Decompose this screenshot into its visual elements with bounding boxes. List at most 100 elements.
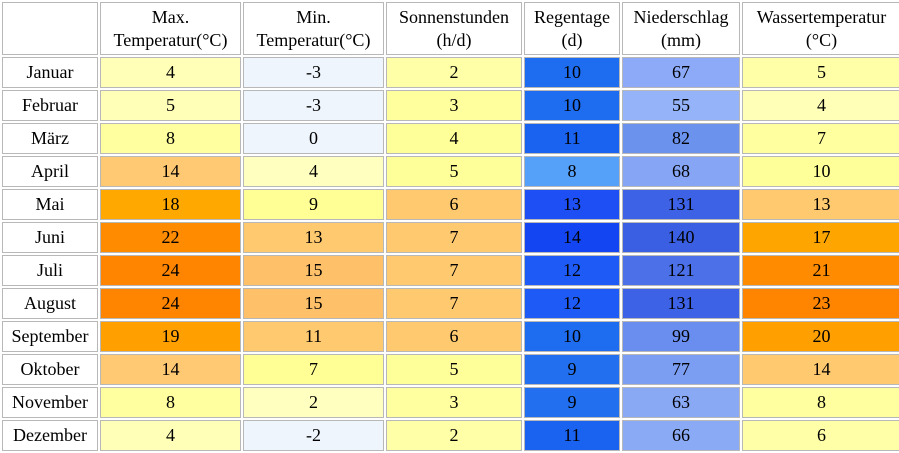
header-max-temp: Max. Temperatur(°C) <box>100 2 241 55</box>
month-label: Juli <box>2 255 98 286</box>
header-water-temp: Wassertemperatur (°C) <box>742 2 899 55</box>
precipitation-cell: 68 <box>622 156 740 187</box>
max-temp-cell: 22 <box>100 222 241 253</box>
table-row: Dezember 4 -2 2 11 66 6 <box>2 420 899 451</box>
min-temp-cell: 11 <box>243 321 384 352</box>
table-row: August 24 15 7 12 131 23 <box>2 288 899 319</box>
header-row: Max. Temperatur(°C) Min. Temperatur(°C) So… <box>2 2 899 55</box>
header-max-temp-line1: Max. <box>151 6 190 27</box>
sunshine-cell: 7 <box>386 222 522 253</box>
month-label: Mai <box>2 189 98 220</box>
water-temp-cell: 5 <box>742 57 899 88</box>
header-sunshine-hours: Sonnenstunden (h/d) <box>386 2 522 55</box>
rain-days-cell: 12 <box>524 288 620 319</box>
header-water-temp-line1: Wassertemperatur <box>756 6 887 27</box>
table-row: Juni 22 13 7 14 140 17 <box>2 222 899 253</box>
header-min-temp: Min. Temperatur(°C) <box>243 2 384 55</box>
rain-days-cell: 12 <box>524 255 620 286</box>
sunshine-cell: 3 <box>386 90 522 121</box>
min-temp-cell: -3 <box>243 57 384 88</box>
min-temp-cell: -2 <box>243 420 384 451</box>
month-label: Februar <box>2 90 98 121</box>
precipitation-cell: 55 <box>622 90 740 121</box>
table-row: Mai 18 9 6 13 131 13 <box>2 189 899 220</box>
water-temp-cell: 10 <box>742 156 899 187</box>
min-temp-cell: 0 <box>243 123 384 154</box>
table-row: April 14 4 5 8 68 10 <box>2 156 899 187</box>
rain-days-cell: 10 <box>524 321 620 352</box>
water-temp-cell: 14 <box>742 354 899 385</box>
header-precipitation-line1: Niederschlag <box>633 6 729 27</box>
max-temp-cell: 4 <box>100 420 241 451</box>
header-sunshine-line1: Sonnenstunden <box>399 6 509 27</box>
max-temp-cell: 19 <box>100 321 241 352</box>
water-temp-cell: 7 <box>742 123 899 154</box>
water-temp-cell: 23 <box>742 288 899 319</box>
month-label: September <box>2 321 98 352</box>
sunshine-cell: 2 <box>386 420 522 451</box>
min-temp-cell: 2 <box>243 387 384 418</box>
rain-days-cell: 8 <box>524 156 620 187</box>
month-label: Januar <box>2 57 98 88</box>
min-temp-cell: 4 <box>243 156 384 187</box>
rain-days-cell: 9 <box>524 387 620 418</box>
table-row: März 8 0 4 11 82 7 <box>2 123 899 154</box>
sunshine-cell: 5 <box>386 156 522 187</box>
water-temp-cell: 17 <box>742 222 899 253</box>
max-temp-cell: 14 <box>100 156 241 187</box>
max-temp-cell: 24 <box>100 288 241 319</box>
table-row: September 19 11 6 10 99 20 <box>2 321 899 352</box>
rain-days-cell: 9 <box>524 354 620 385</box>
max-temp-cell: 4 <box>100 57 241 88</box>
sunshine-cell: 7 <box>386 255 522 286</box>
min-temp-cell: 15 <box>243 255 384 286</box>
header-min-temp-line2: Temperatur(°C) <box>256 29 371 50</box>
max-temp-cell: 18 <box>100 189 241 220</box>
max-temp-cell: 5 <box>100 90 241 121</box>
precipitation-cell: 99 <box>622 321 740 352</box>
table-body: Januar 4 -3 2 10 67 5 Februar 5 -3 3 10 55 4 März 8 0 4 11… <box>2 57 899 451</box>
table-header: Max. Temperatur(°C) Min. Temperatur(°C) So… <box>2 2 899 55</box>
month-label: August <box>2 288 98 319</box>
rain-days-cell: 11 <box>524 123 620 154</box>
min-temp-cell: -3 <box>243 90 384 121</box>
header-precipitation: Niederschlag (mm) <box>622 2 740 55</box>
header-corner <box>2 2 98 55</box>
water-temp-cell: 4 <box>742 90 899 121</box>
sunshine-cell: 4 <box>386 123 522 154</box>
precipitation-cell: 131 <box>622 288 740 319</box>
header-rain-days-line1: Regentage <box>534 6 610 27</box>
month-label: April <box>2 156 98 187</box>
header-rain-days-line2: (d) <box>561 29 583 50</box>
rain-days-cell: 10 <box>524 57 620 88</box>
max-temp-cell: 8 <box>100 387 241 418</box>
water-temp-cell: 8 <box>742 387 899 418</box>
precipitation-cell: 67 <box>622 57 740 88</box>
sunshine-cell: 5 <box>386 354 522 385</box>
max-temp-cell: 14 <box>100 354 241 385</box>
month-label: November <box>2 387 98 418</box>
water-temp-cell: 20 <box>742 321 899 352</box>
max-temp-cell: 24 <box>100 255 241 286</box>
water-temp-cell: 21 <box>742 255 899 286</box>
precipitation-cell: 66 <box>622 420 740 451</box>
month-label: Oktober <box>2 354 98 385</box>
header-min-temp-line1: Min. <box>296 6 331 27</box>
table-row: Februar 5 -3 3 10 55 4 <box>2 90 899 121</box>
rain-days-cell: 11 <box>524 420 620 451</box>
rain-days-cell: 14 <box>524 222 620 253</box>
header-water-temp-line2: (°C) <box>805 29 838 50</box>
min-temp-cell: 15 <box>243 288 384 319</box>
sunshine-cell: 2 <box>386 57 522 88</box>
min-temp-cell: 13 <box>243 222 384 253</box>
precipitation-cell: 82 <box>622 123 740 154</box>
table-row: Januar 4 -3 2 10 67 5 <box>2 57 899 88</box>
header-sunshine-line2: (h/d) <box>436 29 472 50</box>
water-temp-cell: 6 <box>742 420 899 451</box>
header-max-temp-line2: Temperatur(°C) <box>113 29 228 50</box>
rain-days-cell: 13 <box>524 189 620 220</box>
header-rain-days: Regentage (d) <box>524 2 620 55</box>
sunshine-cell: 6 <box>386 189 522 220</box>
table-row: November 8 2 3 9 63 8 <box>2 387 899 418</box>
